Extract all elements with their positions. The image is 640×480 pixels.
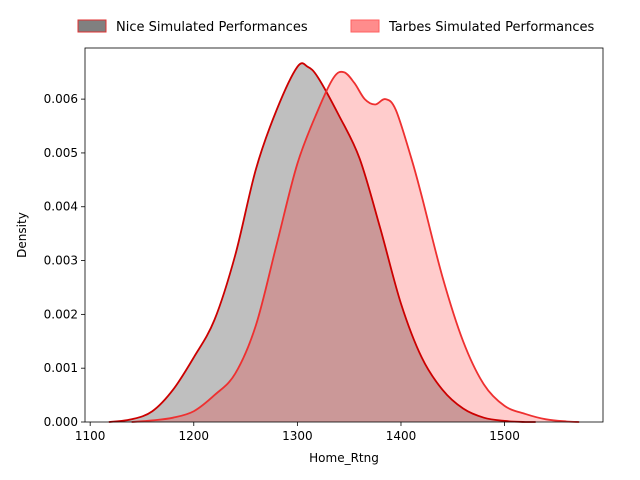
density-line-0	[108, 62, 536, 423]
legend-label-tarbes: Tarbes Simulated Performances	[388, 20, 594, 35]
legend-swatch-nice	[77, 19, 107, 33]
legend: Nice Simulated Performances Tarbes Simul…	[77, 19, 594, 35]
x-tick-label: 1300	[282, 429, 313, 443]
y-tick-label: 0.005	[44, 146, 78, 160]
x-tick-label: 1500	[489, 429, 520, 443]
legend-label-nice: Nice Simulated Performances	[116, 20, 308, 35]
x-axis-label: Home_Rtng	[309, 451, 379, 465]
y-axis-label: Density	[15, 212, 29, 258]
y-axis-ticks: 0.000 0.001 0.002 0.003 0.004 0.005 0.006	[44, 92, 85, 429]
plot-lines	[108, 62, 580, 423]
x-tick-label: 1400	[386, 429, 417, 443]
y-tick-label: 0.006	[44, 92, 78, 106]
legend-swatch-tarbes	[350, 19, 380, 33]
x-tick-label: 1100	[75, 429, 106, 443]
plot-areas	[108, 63, 580, 422]
y-tick-label: 0.004	[44, 200, 78, 214]
plot-frame	[84, 47, 604, 423]
density-area-0	[108, 63, 536, 422]
density-line-1	[131, 70, 580, 423]
x-axis-ticks: 1100 1200 1300 1400 1500	[75, 422, 520, 443]
y-tick-label: 0.001	[44, 361, 78, 375]
density-area-1	[131, 71, 580, 422]
y-tick-label: 0.002	[44, 307, 78, 321]
y-tick-label: 0.003	[44, 254, 78, 268]
x-tick-label: 1200	[179, 429, 210, 443]
y-tick-label: 0.000	[44, 415, 78, 429]
